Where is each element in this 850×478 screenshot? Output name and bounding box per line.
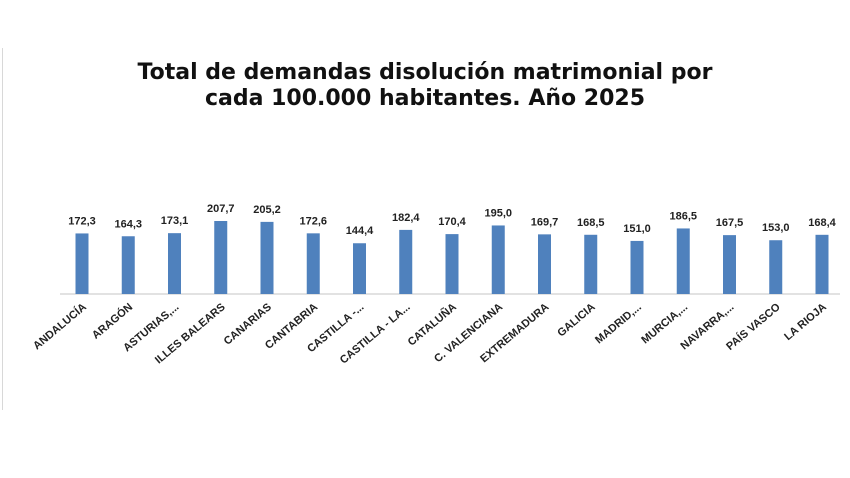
title-line-2: cada 100.000 habitantes. Año 2025 xyxy=(204,86,646,111)
bar xyxy=(723,235,736,294)
data-label: 144,4 xyxy=(346,225,374,237)
bar xyxy=(676,228,690,294)
bar xyxy=(584,234,598,294)
data-label: 151,0 xyxy=(623,223,651,235)
bar xyxy=(399,229,413,294)
data-label: 169,7 xyxy=(531,216,559,228)
category-label: GALICIA xyxy=(555,301,597,339)
bar xyxy=(445,234,459,294)
bar xyxy=(491,225,505,294)
data-label: 186,5 xyxy=(669,210,697,222)
data-label: 195,0 xyxy=(484,207,512,219)
data-label: 167,5 xyxy=(716,217,744,229)
bar xyxy=(353,243,366,294)
data-label: 164,3 xyxy=(114,218,142,230)
category-label: LA RIOJA xyxy=(782,301,829,343)
data-label: 172,3 xyxy=(68,215,96,227)
data-label: 172,6 xyxy=(299,215,327,227)
bar xyxy=(121,236,135,294)
bar xyxy=(214,221,228,294)
data-label: 205,2 xyxy=(253,204,281,216)
bar xyxy=(260,221,274,294)
data-label: 153,0 xyxy=(762,222,790,234)
category-label: ARAGÓN xyxy=(89,300,135,341)
data-label: 207,7 xyxy=(207,203,235,215)
bar xyxy=(306,233,320,294)
bar xyxy=(168,233,181,294)
chart-title: Total de demandas disolución matrimonial… xyxy=(0,60,850,112)
bar xyxy=(815,234,829,294)
category-label: MADRID,... xyxy=(593,301,644,346)
data-label: 182,4 xyxy=(392,212,420,224)
bar xyxy=(538,234,551,294)
frame-border xyxy=(2,48,3,410)
data-label: 170,4 xyxy=(438,216,466,228)
bar xyxy=(630,240,644,294)
bar xyxy=(75,233,89,294)
bar xyxy=(769,240,783,294)
title-line-1: Total de demandas disolución matrimonial… xyxy=(137,60,713,85)
data-label: 168,4 xyxy=(808,217,836,229)
data-label: 168,5 xyxy=(577,217,605,229)
data-label: 173,1 xyxy=(161,215,189,227)
category-label: ANDALUCÍA xyxy=(30,300,88,352)
